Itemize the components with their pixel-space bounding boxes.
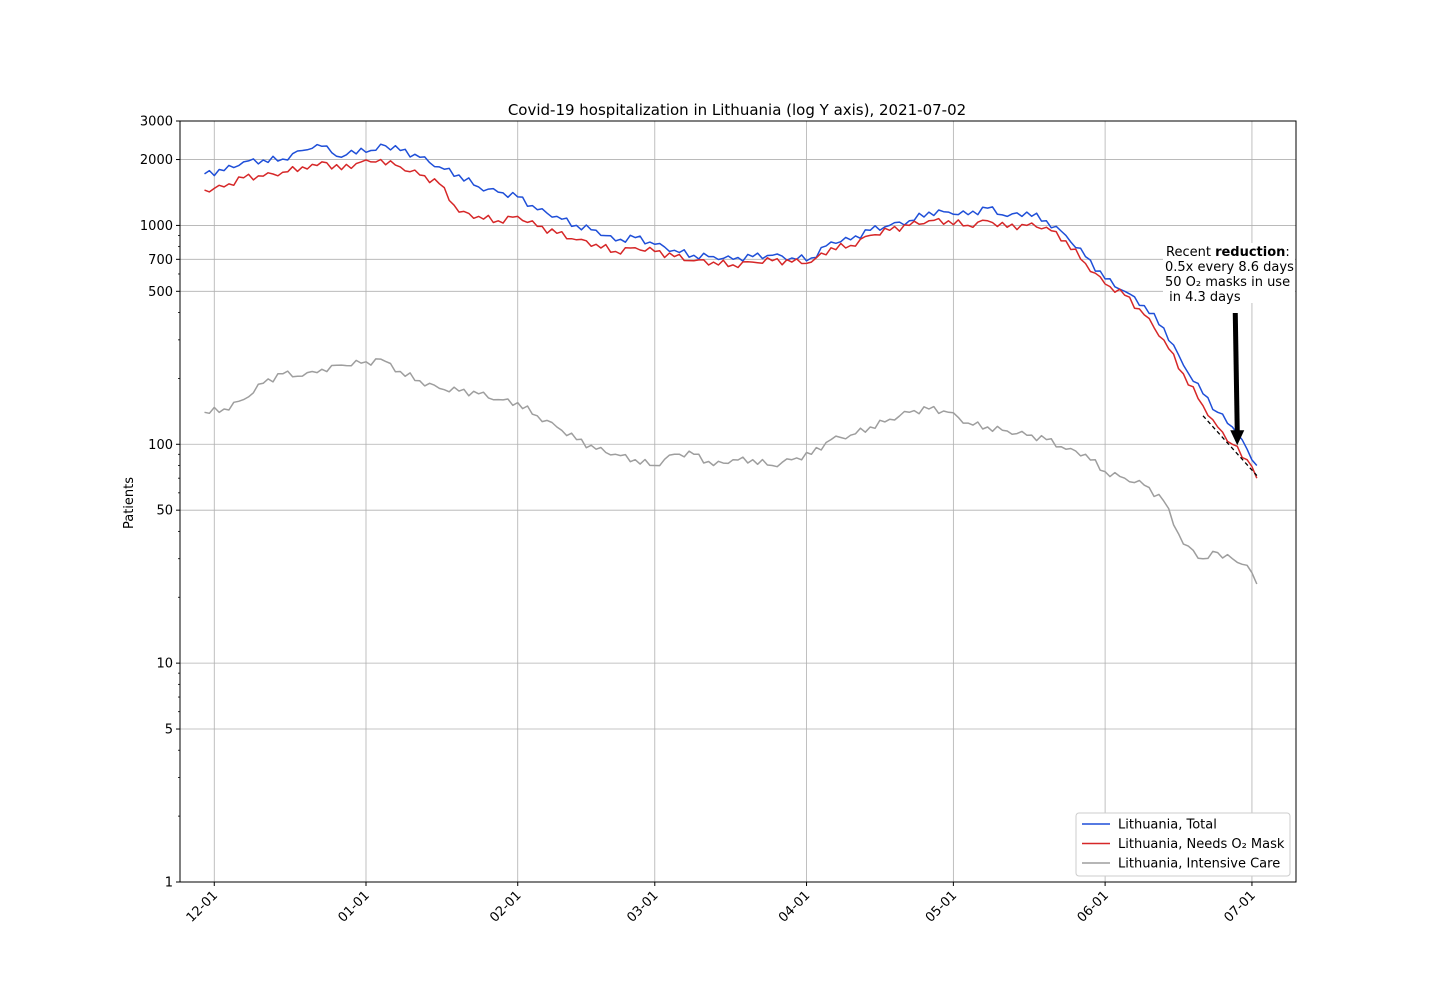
annotation-line-2: 0.5x every 8.6 days bbox=[1165, 260, 1294, 275]
arrow-shaft bbox=[1232, 312, 1240, 433]
annotation-line-1: Recent reduction: bbox=[1166, 245, 1290, 260]
series-lines bbox=[204, 143, 1258, 585]
annotation-line-3: 50 O₂ masks in use bbox=[1165, 275, 1290, 290]
chart-title: Covid-19 hospitalization in Lithuania (l… bbox=[508, 101, 966, 119]
y-tick-label: 1000 bbox=[140, 219, 173, 234]
series-line-2 bbox=[204, 158, 1258, 479]
legend: Lithuania, Total Lithuania, Needs O₂ Mask… bbox=[1075, 812, 1291, 877]
reduction-annotation: Recent reduction: 0.5x every 8.6 days 50… bbox=[1163, 243, 1295, 446]
legend-box bbox=[1075, 812, 1291, 877]
y-tick-label: 700 bbox=[148, 253, 173, 268]
y-tick-label: 3000 bbox=[140, 115, 173, 130]
y-tick-label: 100 bbox=[148, 438, 173, 453]
y-axis-label: Patients bbox=[122, 477, 137, 529]
legend-label-2: Lithuania, Needs O₂ Mask bbox=[1118, 837, 1285, 852]
series-line-1 bbox=[204, 143, 1258, 466]
y-tick-label: 2000 bbox=[140, 153, 173, 168]
series-line-3 bbox=[204, 358, 1258, 585]
annotation-line-4: in 4.3 days bbox=[1165, 290, 1241, 305]
arrow-head bbox=[1230, 430, 1245, 446]
y-tick-label: 5 bbox=[165, 723, 173, 738]
plot-frame bbox=[179, 120, 1297, 883]
y-tick-label: 1 bbox=[165, 876, 173, 891]
y-axis-ticks: 1 5 10 50 100 500 700 1000 2000 3000 bbox=[140, 115, 180, 891]
legend-label-3: Lithuania, Intensive Care bbox=[1118, 857, 1280, 872]
y-tick-label: 50 bbox=[156, 504, 173, 519]
annotation-background bbox=[1163, 243, 1295, 303]
legend-label-1: Lithuania, Total bbox=[1118, 818, 1217, 833]
y-tick-label: 10 bbox=[156, 657, 173, 672]
annotation-arrow bbox=[1230, 312, 1245, 446]
y-tick-label: 500 bbox=[148, 285, 173, 300]
